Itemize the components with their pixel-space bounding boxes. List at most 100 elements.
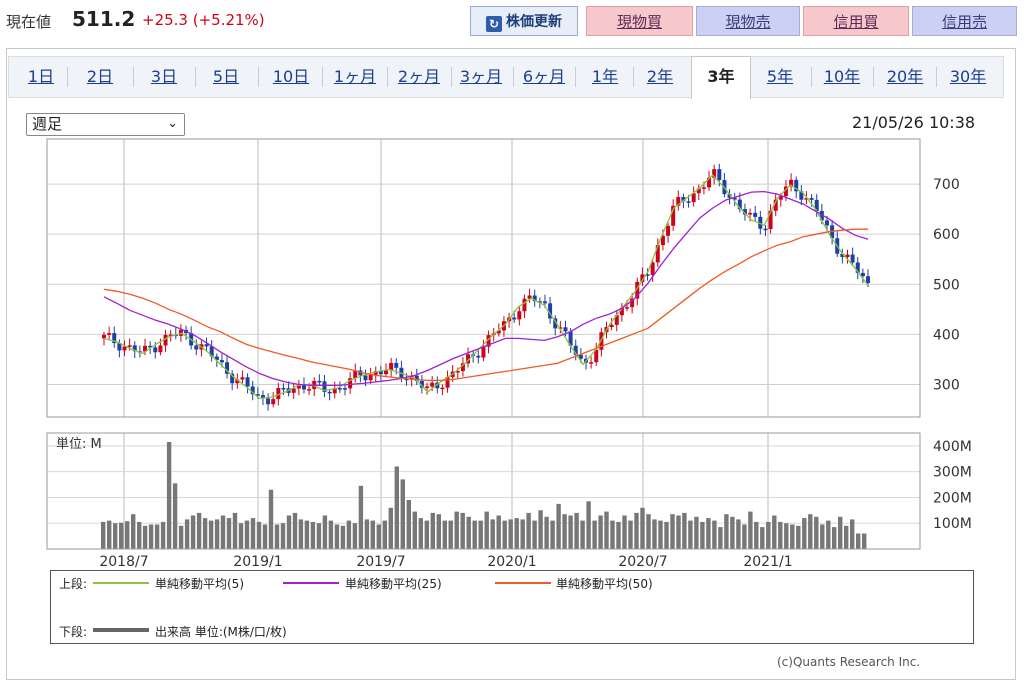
candle-body — [681, 196, 686, 202]
volume-bar — [220, 515, 226, 549]
tab-5d[interactable]: 5日 — [212, 67, 240, 86]
candle-body — [753, 212, 758, 217]
volume-bar — [238, 523, 244, 549]
tab-1m[interactable]: 1ヶ月 — [333, 67, 377, 86]
volume-bar — [166, 442, 172, 549]
candle-body — [732, 197, 737, 200]
volume-bar — [142, 525, 148, 549]
legend-ma50: 単純移動平均(50) — [556, 577, 653, 591]
volume-bar — [640, 507, 645, 549]
volume-bar — [730, 516, 735, 549]
margin-buy-button[interactable]: 信用買 — [803, 6, 909, 36]
tab-3y[interactable]: 3年 — [691, 56, 751, 99]
period-select[interactable]: 週足 ⌄ — [26, 113, 185, 136]
tab-20y[interactable]: 20年 — [886, 67, 924, 86]
volume-bar — [406, 500, 411, 549]
tab-2d[interactable]: 2日 — [86, 67, 114, 86]
candle-body — [671, 205, 676, 226]
candle-body — [348, 378, 353, 389]
candle-body — [609, 324, 614, 328]
volume-bar — [160, 521, 166, 549]
candle-body — [435, 382, 440, 389]
candle-body — [727, 194, 732, 198]
volume-tick-label: 300M — [933, 465, 972, 481]
tab-10y[interactable]: 10年 — [823, 67, 861, 86]
volume-bar — [670, 514, 675, 549]
candle-body — [204, 344, 209, 347]
candle-body — [799, 191, 804, 200]
volume-bar — [772, 515, 777, 549]
candle-body — [112, 333, 117, 344]
volume-bar — [107, 520, 112, 549]
candle-body — [425, 386, 430, 388]
candle-body — [717, 169, 722, 181]
tab-1d[interactable]: 1日 — [27, 67, 55, 86]
x-tick-label: 2019/1 — [233, 554, 282, 570]
candle-body — [266, 398, 271, 405]
volume-bar — [412, 511, 417, 549]
volume-bar — [418, 518, 423, 549]
candle-body — [589, 362, 594, 364]
candle-body — [537, 301, 542, 303]
candle-body — [866, 276, 870, 284]
cash-buy-button[interactable]: 現物買 — [586, 6, 693, 36]
volume-bar — [376, 524, 381, 549]
candle-body — [194, 345, 199, 350]
candle-body — [368, 374, 373, 381]
cash-sell-button[interactable]: 現物売 — [696, 6, 800, 36]
volume-unit-label: 単位: M — [56, 436, 102, 452]
candle-body — [373, 371, 378, 375]
tab-3d[interactable]: 3日 — [150, 67, 178, 86]
volume-bar — [424, 520, 429, 549]
candle-body — [363, 375, 368, 381]
candle-body — [666, 225, 671, 236]
candle-body — [245, 377, 250, 387]
candle-body — [573, 345, 578, 355]
volume-bar — [796, 525, 801, 549]
tab-6m[interactable]: 6ヶ月 — [522, 67, 566, 86]
volume-bar — [214, 519, 220, 549]
candle-body — [542, 301, 547, 304]
period-select-value: 週足 — [32, 115, 63, 133]
candle-body — [384, 370, 389, 375]
volume-bar — [814, 516, 819, 549]
chart-panel — [6, 48, 1016, 680]
tab-5y[interactable]: 5年 — [766, 67, 794, 86]
tab-2y[interactable]: 2年 — [646, 67, 674, 86]
candle-body — [630, 298, 635, 308]
volume-bar — [832, 527, 837, 549]
tab-3m[interactable]: 3ヶ月 — [459, 67, 503, 86]
refresh-price-button[interactable]: ↻ 株価更新 — [470, 6, 578, 36]
volume-bar — [514, 518, 519, 549]
volume-bar — [856, 533, 861, 549]
volume-bar — [358, 485, 364, 549]
candle-body — [235, 379, 240, 384]
legend-upper-label: 上段: — [59, 577, 88, 591]
volume-bar — [454, 511, 459, 549]
tab-10d[interactable]: 10日 — [272, 67, 310, 86]
tab-30y[interactable]: 30年 — [949, 67, 987, 86]
margin-sell-button[interactable]: 信用売 — [912, 6, 1017, 36]
candle-body — [143, 345, 148, 352]
candle-body — [655, 245, 660, 263]
tab-1y[interactable]: 1年 — [591, 67, 619, 86]
candle-body — [635, 281, 640, 299]
volume-bar — [310, 521, 316, 549]
candle-body — [814, 199, 819, 211]
candle-body — [322, 381, 327, 392]
candle-body — [209, 346, 214, 357]
volume-bar — [280, 523, 286, 549]
candle-body — [332, 388, 337, 394]
price-tick-label: 400 — [933, 327, 960, 343]
refresh-label: 株価更新 — [506, 14, 562, 30]
volume-bar — [676, 515, 681, 549]
volume-bar — [352, 523, 358, 549]
tab-2m[interactable]: 2ヶ月 — [397, 67, 441, 86]
volume-bar — [616, 521, 621, 549]
candle-body — [563, 327, 568, 332]
ma-line — [103, 228, 868, 382]
copyright: (c)Quants Research Inc. — [777, 655, 921, 669]
refresh-icon: ↻ — [486, 16, 502, 32]
volume-bar — [844, 525, 849, 549]
volume-bar — [172, 483, 178, 549]
